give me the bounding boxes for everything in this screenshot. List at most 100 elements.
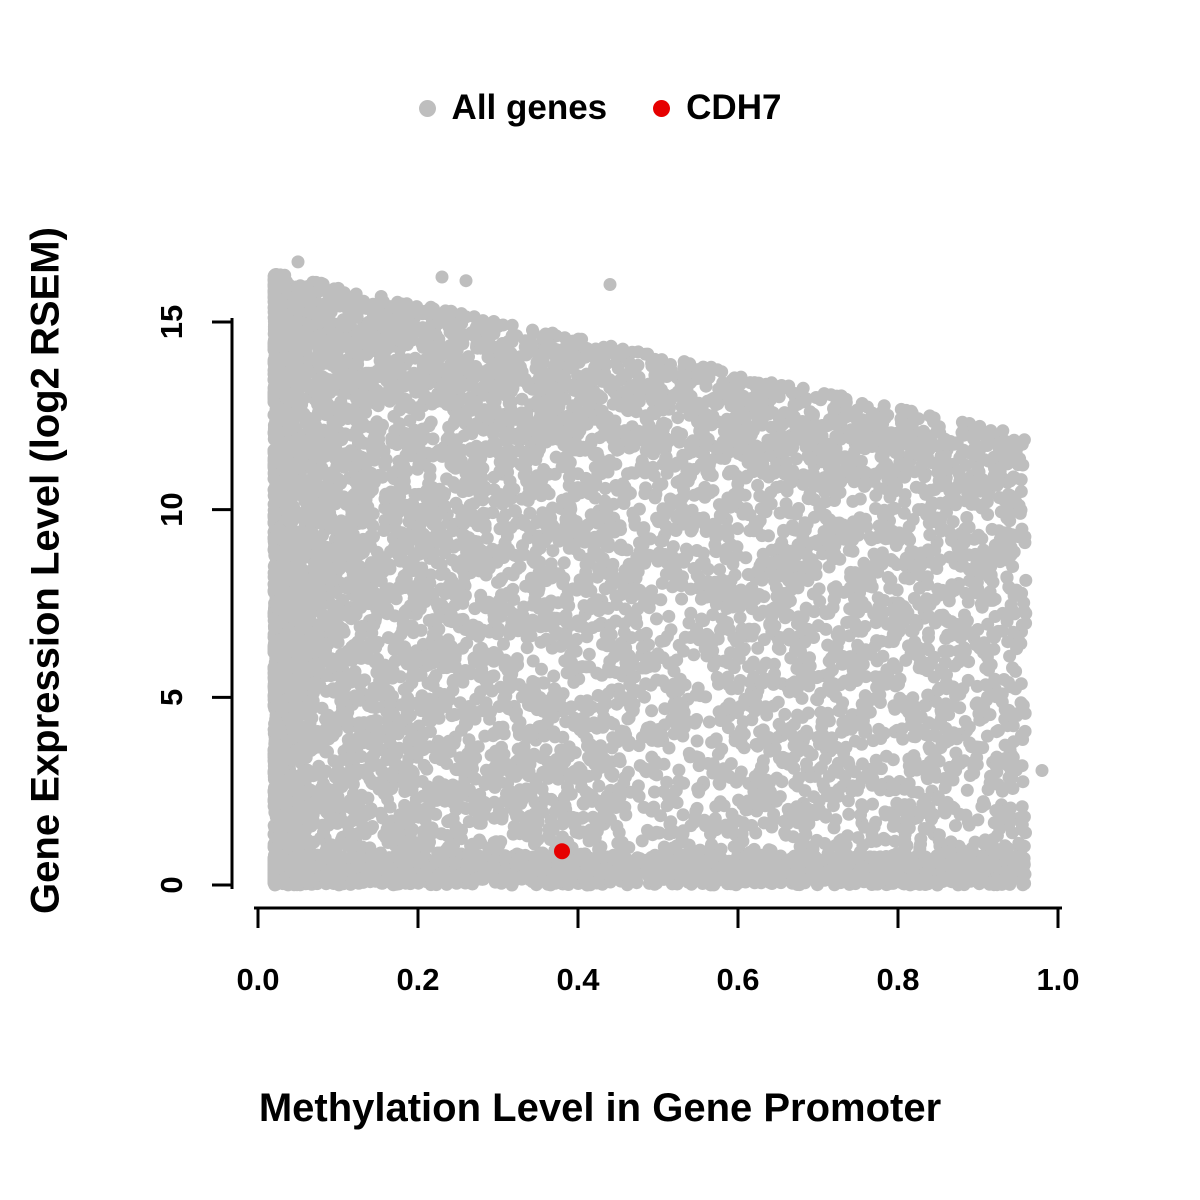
- all-genes-point: [767, 657, 781, 671]
- all-genes-point: [415, 561, 429, 575]
- all-genes-point: [623, 678, 637, 692]
- all-genes-point: [485, 684, 499, 698]
- all-genes-point: [427, 627, 440, 641]
- all-genes-point: [669, 524, 683, 537]
- all-genes-point: [526, 654, 540, 668]
- all-genes-point: [528, 837, 541, 851]
- all-genes-point: [996, 424, 1010, 438]
- all-genes-point: [403, 414, 417, 428]
- all-genes-point: [839, 740, 853, 754]
- all-genes-point: [405, 722, 419, 736]
- all-genes-point: [381, 631, 395, 645]
- all-genes-point: [997, 673, 1011, 686]
- all-genes-point: [969, 638, 983, 652]
- all-genes-point: [1014, 696, 1028, 710]
- all-genes-point: [684, 606, 698, 620]
- all-genes-point: [366, 519, 380, 533]
- all-genes-point: [1001, 506, 1015, 520]
- all-genes-point: [712, 677, 725, 691]
- all-genes-point: [662, 741, 676, 755]
- all-genes-point: [888, 501, 902, 515]
- all-genes-point: [1006, 625, 1020, 639]
- all-genes-point: [456, 675, 470, 689]
- all-genes-point: [799, 547, 813, 561]
- all-genes-point: [709, 800, 723, 814]
- all-genes-point: [991, 778, 1005, 791]
- all-genes-point: [446, 675, 460, 689]
- all-genes-point: [769, 794, 783, 808]
- all-genes-point: [914, 710, 928, 724]
- all-genes-point: [874, 762, 888, 776]
- all-genes-point: [675, 592, 689, 606]
- all-genes-point: [676, 808, 690, 822]
- all-genes-point: [731, 522, 745, 536]
- all-genes-point: [606, 397, 620, 411]
- all-genes-point: [639, 626, 653, 640]
- all-genes-point: [440, 757, 454, 770]
- all-genes-point: [515, 392, 529, 406]
- all-genes-point: [855, 737, 869, 751]
- all-genes-point: [381, 792, 394, 806]
- all-genes-point: [672, 763, 686, 777]
- legend-label-cdh7: CDH7: [686, 88, 782, 127]
- all-genes-point: [630, 617, 644, 631]
- all-genes-point: [460, 636, 474, 650]
- all-genes-point: [417, 758, 431, 772]
- all-genes-point: [650, 511, 664, 525]
- all-genes-point: [689, 804, 703, 818]
- all-genes-point: [428, 751, 442, 765]
- all-genes-point: [976, 741, 990, 755]
- all-genes-point: [958, 644, 972, 658]
- all-genes-point: [955, 415, 969, 429]
- all-genes-point: [549, 450, 563, 464]
- all-genes-point: [476, 506, 490, 520]
- all-genes-point: [747, 670, 760, 684]
- all-genes-point: [546, 501, 559, 515]
- all-genes-point: [959, 586, 973, 600]
- all-genes-point: [980, 729, 994, 743]
- legend: All genes CDH7: [0, 88, 1200, 128]
- all-genes-point: [846, 494, 860, 508]
- all-genes-point: [657, 785, 671, 799]
- all-genes-point: [329, 797, 342, 810]
- all-genes-point: [778, 707, 792, 721]
- all-genes-point: [846, 544, 860, 558]
- all-genes-point: [1001, 635, 1015, 649]
- all-genes-point: [438, 566, 451, 580]
- all-genes-point: [654, 634, 668, 648]
- all-genes-point: [874, 450, 888, 464]
- legend-item-all-genes: All genes: [418, 88, 608, 128]
- all-genes-point: [719, 552, 733, 566]
- all-genes-point: [813, 594, 827, 608]
- all-genes-point: [562, 740, 576, 754]
- all-genes-point: [480, 531, 494, 545]
- gray-dot-icon: [418, 99, 436, 117]
- all-genes-point: [567, 719, 581, 732]
- legend-label-all-genes: All genes: [451, 88, 608, 127]
- all-genes-point: [606, 767, 620, 781]
- all-genes-point: [705, 735, 719, 749]
- all-genes-point: [591, 689, 605, 702]
- all-genes-point: [709, 519, 722, 533]
- all-genes-point: [735, 622, 749, 636]
- all-genes-point: [1019, 573, 1033, 587]
- all-genes-point: [786, 830, 800, 844]
- all-genes-point: [862, 419, 876, 432]
- all-genes-point: [617, 497, 631, 510]
- all-genes-point: [737, 727, 751, 741]
- legend-item-cdh7: CDH7: [653, 88, 781, 128]
- all-genes-point: [546, 544, 560, 558]
- all-genes-point: [918, 792, 932, 806]
- all-genes-point: [918, 470, 932, 484]
- all-genes-point: [497, 637, 510, 651]
- all-genes-point: [812, 582, 826, 596]
- all-genes-point: [671, 411, 685, 425]
- all-genes-point: [918, 698, 932, 712]
- all-genes-point: [573, 548, 586, 562]
- all-genes-point: [998, 839, 1012, 853]
- all-genes-point: [564, 700, 578, 714]
- all-genes-point: [708, 538, 722, 552]
- all-genes-point: [388, 654, 402, 668]
